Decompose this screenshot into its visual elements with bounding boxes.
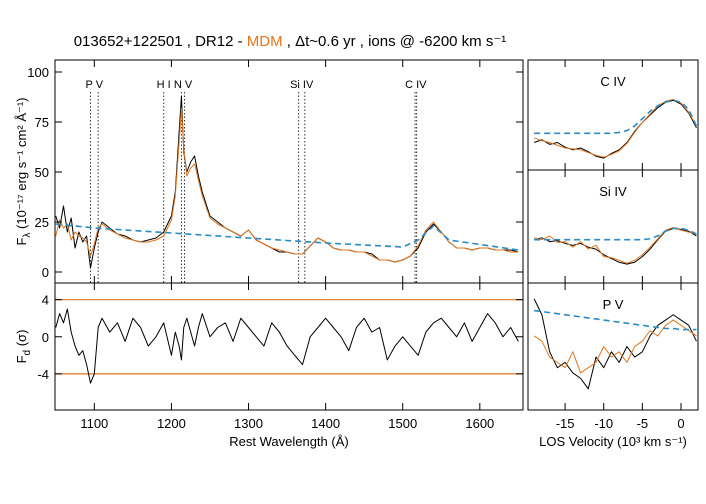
- panel-label: P V: [603, 297, 624, 312]
- x-tick-label: 0: [677, 416, 684, 431]
- y-tick-label: 50: [35, 165, 49, 180]
- feature-label: P V: [86, 79, 104, 91]
- x-tick-label: -10: [594, 416, 613, 431]
- title-part: 013652+122501 , DR12 -: [74, 33, 247, 50]
- panel-label: C IV: [600, 74, 626, 89]
- y-tick-label: 75: [35, 115, 49, 130]
- feature-label: H I: [157, 79, 171, 91]
- spectrum-line: [55, 308, 519, 384]
- y-tick-label: -4: [37, 367, 49, 382]
- title-part: , Δt~0.6 yr , ions @ -6200 km s⁻¹: [283, 33, 507, 50]
- y-tick-label: 0: [42, 330, 49, 345]
- spectrum-line: [534, 98, 697, 158]
- spectrum-line: [533, 319, 697, 374]
- x-tick-label: 1200: [157, 416, 186, 431]
- x-tick-label: 1100: [80, 416, 108, 431]
- continuum-line: [55, 223, 519, 251]
- continuum-line: [534, 99, 698, 135]
- spectrum-line: [534, 99, 697, 159]
- plot-area: [55, 92, 519, 283]
- chart-title: 013652+122501 , DR12 - MDM , Δt~0.6 yr ,…: [74, 33, 507, 50]
- plot-area: [534, 226, 697, 265]
- y-tick-label: 100: [27, 65, 49, 80]
- y-axis-label-part: (10⁻¹⁷ erg s⁻¹ cm² Å⁻¹): [14, 97, 29, 232]
- x-tick-label: 1300: [234, 416, 263, 431]
- continuum-line: [534, 309, 697, 331]
- panel-label: Si IV: [599, 184, 627, 199]
- panel-frame: [54, 59, 524, 284]
- spectrum-line: [533, 298, 697, 390]
- panel-frame: [527, 282, 699, 411]
- x-tick-label: -5: [637, 416, 649, 431]
- feature-label: Si IV: [290, 79, 314, 91]
- y-tick-label: 0: [42, 265, 49, 280]
- x-axis-label: Rest Wavelength (Å): [229, 434, 348, 449]
- y-axis-label-part: d: [22, 350, 33, 356]
- title-part: MDM: [247, 33, 283, 50]
- y-axis-label: Fd (σ): [14, 330, 33, 364]
- y-axis-label: Fλ (10⁻¹⁷ erg s⁻¹ cm² Å⁻¹): [14, 97, 33, 245]
- plot-area: [533, 298, 697, 390]
- y-axis-label-part: λ: [22, 233, 33, 238]
- x-axis-label: LOS Velocity (10³ km s⁻¹): [539, 434, 687, 449]
- plot-area: [55, 299, 523, 384]
- y-tick-label: 4: [42, 293, 49, 308]
- y-axis-label-part: F: [14, 238, 29, 246]
- x-tick-label: 1600: [465, 416, 494, 431]
- panel-frame: [54, 282, 524, 411]
- spectrum-line: [55, 107, 519, 263]
- spectrum-line: [534, 226, 697, 264]
- feature-label: N V: [174, 79, 193, 91]
- x-tick-label: 1500: [388, 416, 417, 431]
- y-tick-label: 25: [35, 215, 49, 230]
- plot-area: [534, 98, 698, 159]
- x-tick-label: -15: [556, 416, 575, 431]
- x-tick-label: 1400: [311, 416, 340, 431]
- y-axis-label-part: F: [14, 355, 29, 363]
- continuum-line: [534, 227, 697, 241]
- y-axis-label-part: (σ): [14, 330, 29, 350]
- feature-label: C IV: [405, 79, 427, 91]
